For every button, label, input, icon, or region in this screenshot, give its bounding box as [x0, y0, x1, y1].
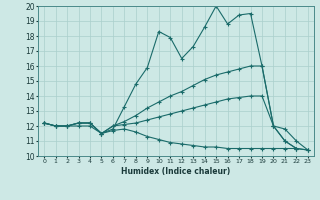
X-axis label: Humidex (Indice chaleur): Humidex (Indice chaleur): [121, 167, 231, 176]
